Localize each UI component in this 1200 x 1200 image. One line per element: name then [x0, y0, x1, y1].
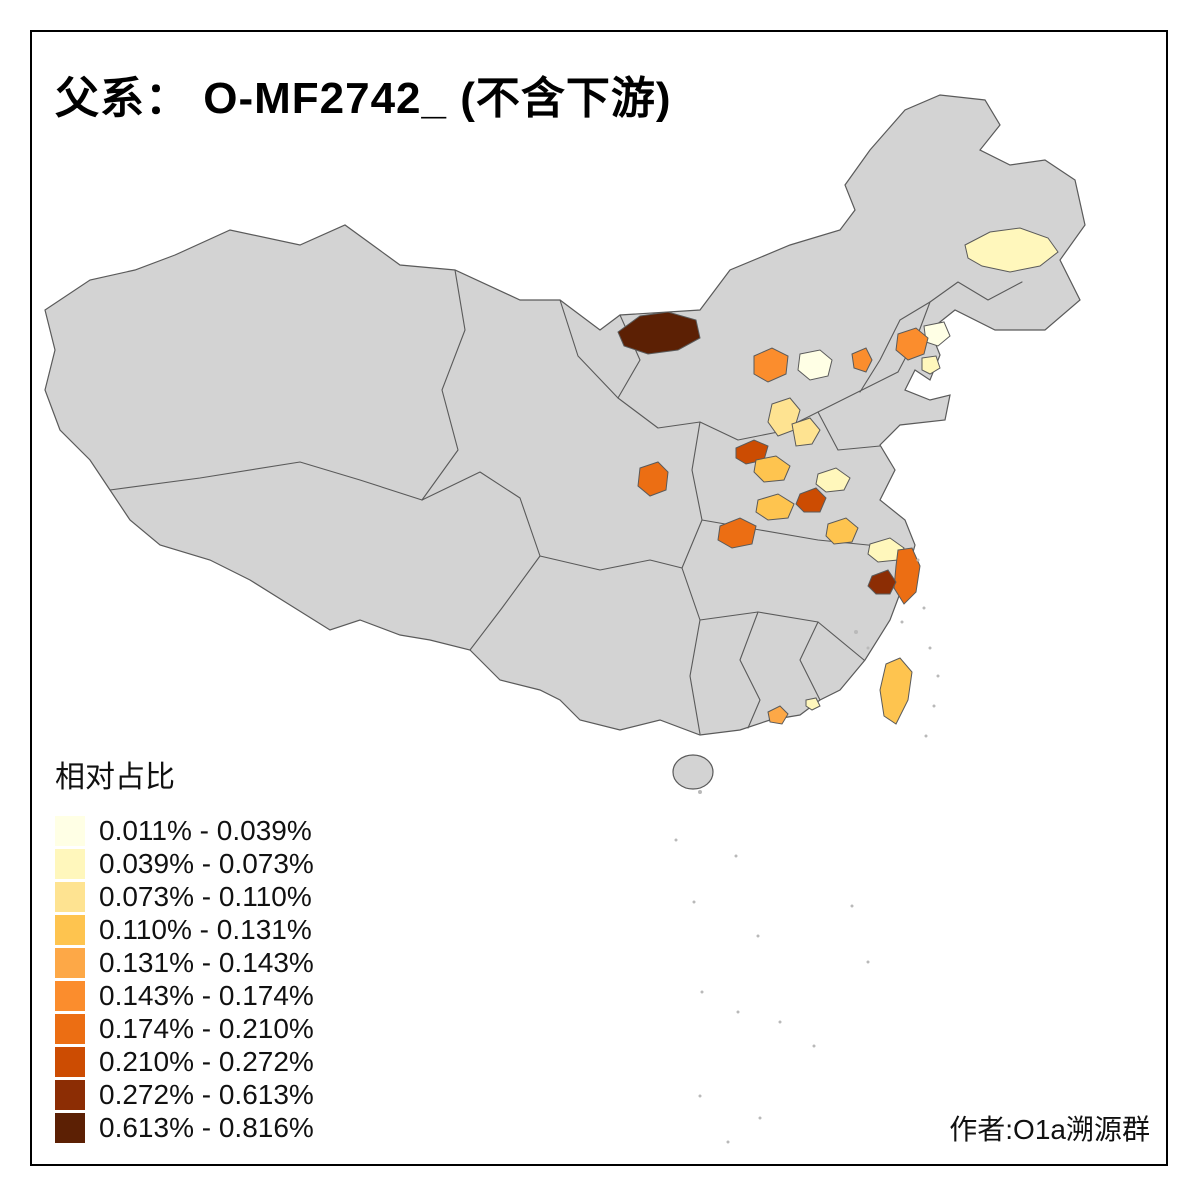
- legend-swatch: [55, 980, 85, 1011]
- region-guangdong-coast-orange: [767, 705, 789, 725]
- legend-label: 0.073% - 0.110%: [99, 880, 312, 912]
- legend-swatch: [55, 947, 85, 978]
- legend-row: 0.210% - 0.272%: [55, 1045, 314, 1078]
- legend-label: 0.174% - 0.210%: [99, 1012, 314, 1044]
- legend-swatch: [55, 848, 85, 879]
- region-hanzhong-orange: [717, 517, 757, 549]
- plot-frame: [30, 30, 1168, 1166]
- region-liaodong-pale: [921, 355, 941, 375]
- legend-label: 0.210% - 0.272%: [99, 1045, 314, 1077]
- legend-label: 0.011% - 0.039%: [99, 814, 312, 846]
- legend-label: 0.143% - 0.174%: [99, 979, 314, 1011]
- region-guangdong-coast-pale: [805, 697, 821, 711]
- legend-swatch: [55, 1112, 85, 1143]
- author-credit: 作者:O1a溯源群: [949, 1114, 1150, 1145]
- region-henan-dark-orange: [795, 487, 827, 513]
- legend-swatch: [55, 1079, 85, 1110]
- region-guanzhong-light-orange: [755, 493, 795, 521]
- legend-swatch: [55, 1013, 85, 1044]
- legend-swatch: [55, 914, 85, 945]
- legend-label: 0.039% - 0.073%: [99, 847, 314, 879]
- legend-label: 0.272% - 0.613%: [99, 1078, 314, 1110]
- legend-label: 0.110% - 0.131%: [99, 913, 312, 945]
- region-zhejiang-inland-dark: [867, 569, 897, 595]
- region-northeast-pale: [964, 227, 1059, 273]
- region-bohai-orange: [851, 347, 873, 373]
- region-liaoning-orange: [895, 327, 929, 361]
- region-shaanxi-light-orange: [753, 455, 791, 483]
- legend-row: 0.039% - 0.073%: [55, 847, 314, 880]
- region-gansu-orange: [637, 461, 669, 497]
- region-shanxi-yellow-2: [791, 417, 821, 447]
- mainland-landmass: [44, 94, 1086, 790]
- legend-row: 0.613% - 0.816%: [55, 1111, 314, 1144]
- legend-label: 0.613% - 0.816%: [99, 1111, 314, 1143]
- legend-row: 0.272% - 0.613%: [55, 1078, 314, 1111]
- legend-row: 0.073% - 0.110%: [55, 880, 314, 913]
- legend-swatch: [55, 815, 85, 846]
- region-beijing-pale: [797, 349, 833, 381]
- region-hebei-south-pale: [815, 467, 851, 493]
- legend-row: 0.174% - 0.210%: [55, 1012, 314, 1045]
- legend: 相对占比 0.011% - 0.039% 0.039% - 0.073% 0.0…: [55, 752, 314, 1144]
- hainan-island: [672, 754, 714, 790]
- region-henan-east-light-orange: [825, 517, 859, 545]
- map-title: 父系： O-MF2742_ (不含下游): [55, 74, 672, 123]
- legend-row: 0.110% - 0.131%: [55, 913, 314, 946]
- mainland-outline: [44, 94, 1086, 736]
- small-islands: [674, 558, 940, 1144]
- region-taiwan: [879, 657, 913, 725]
- legend-swatch: [55, 881, 85, 912]
- legend-row: 0.143% - 0.174%: [55, 979, 314, 1012]
- legend-row: 0.011% - 0.039%: [55, 814, 314, 847]
- legend-title: 相对占比: [55, 761, 175, 794]
- legend-label: 0.131% - 0.143%: [99, 946, 314, 978]
- choropleth-regions: [617, 227, 1059, 725]
- region-zhejiang-coast-orange: [893, 547, 921, 605]
- region-north-hebei-orange: [753, 347, 789, 383]
- region-inner-mongolia-dark: [617, 311, 701, 355]
- legend-swatch: [55, 1046, 85, 1077]
- legend-row: 0.131% - 0.143%: [55, 946, 314, 979]
